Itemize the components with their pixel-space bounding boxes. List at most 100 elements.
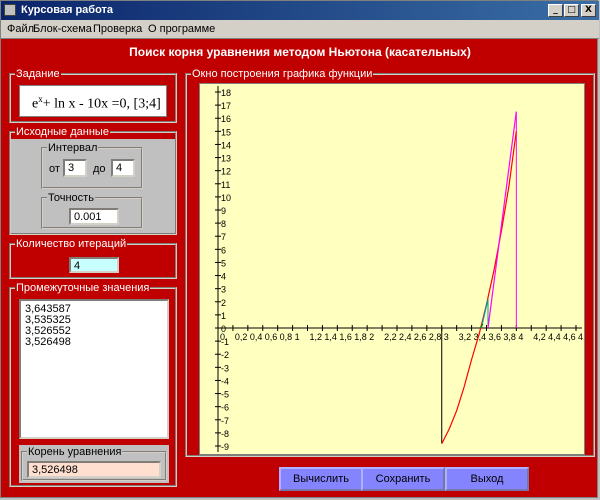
x-tick-label: 1,4	[324, 332, 337, 342]
intermediate-group: Промежуточные значения 3,643587 3,535325…	[9, 282, 177, 487]
x-tick-label: 1	[295, 332, 300, 342]
x-tick-label: 3,8	[503, 332, 516, 342]
x-tick-label: 2,6	[414, 332, 427, 342]
interval-caption: Интервал	[47, 142, 99, 154]
precision-input[interactable]: 0.001	[69, 208, 119, 225]
x-tick-label: 3,4	[474, 332, 487, 342]
y-tick-label: 17	[221, 101, 231, 111]
x-tick-label: 4,8	[578, 332, 585, 342]
x-tick-label: 0,8	[280, 332, 293, 342]
y-tick-label: -4	[221, 376, 229, 386]
x-tick-label: 0	[220, 332, 225, 342]
menu-file[interactable]: Файл	[7, 23, 35, 35]
equation-box: ex+ ln x - 10x =0, [3;4]	[19, 85, 167, 117]
y-tick-label: 15	[221, 127, 231, 137]
x-tick-label: 2,2	[384, 332, 397, 342]
graph-caption: Окно построения графика функции	[191, 68, 374, 80]
y-tick-label: 11	[221, 180, 230, 190]
x-tick-label: 1,8	[354, 332, 367, 342]
minimize-button[interactable]: _	[548, 4, 563, 17]
input-panel: Интервал от 3 до 4 Точность 0.001	[11, 139, 175, 233]
y-tick-label: 9	[221, 206, 226, 216]
list-item[interactable]: 3,526498	[25, 336, 71, 348]
y-tick-label: 6	[221, 245, 226, 255]
to-input[interactable]: 4	[111, 159, 135, 177]
iterations-group: Количество итераций 4	[9, 238, 177, 279]
save-button[interactable]: Сохранить	[361, 467, 445, 491]
y-tick-label: 3	[221, 285, 226, 295]
x-tick-label: 2,4	[399, 332, 412, 342]
y-tick-label: -8	[221, 429, 229, 439]
tangent-line	[487, 111, 517, 329]
menu-check[interactable]: Проверка	[93, 23, 143, 35]
y-tick-label: -2	[221, 350, 229, 360]
intermediate-caption: Промежуточные значения	[15, 282, 151, 294]
x-tick-label: 2,8	[429, 332, 442, 342]
root-caption: Корень уравнения	[27, 446, 123, 458]
from-label: от	[49, 163, 60, 175]
list-item[interactable]: 3,535325	[25, 314, 71, 326]
y-tick-label: 13	[221, 154, 231, 164]
x-tick-label: 4	[518, 332, 523, 342]
page-title: Поиск корня уравнения методом Ньютона (к…	[129, 45, 471, 59]
y-tick-label: 8	[221, 219, 226, 229]
window-title: Курсовая работа	[21, 4, 114, 16]
title-bar: Курсовая работа _ □ X	[1, 1, 599, 20]
x-tick-label: 4,4	[548, 332, 561, 342]
y-tick-label: -3	[221, 363, 229, 373]
x-tick-label: 0,2	[235, 332, 248, 342]
x-tick-label: 3,2	[459, 332, 472, 342]
equation-text: ex+ ln x - 10x =0, [3;4]	[32, 94, 161, 112]
y-tick-label: 4	[221, 272, 226, 282]
interval-group: Интервал от 3 до 4	[41, 142, 143, 189]
tangent-line	[479, 323, 484, 329]
iterations-field: 4	[69, 257, 119, 273]
x-tick-label: 0,6	[265, 332, 278, 342]
y-tick-label: -1	[221, 337, 229, 347]
y-tick-label: 1	[221, 311, 226, 321]
y-tick-label: -9	[221, 442, 229, 452]
task-caption: Задание	[15, 68, 61, 80]
menu-flowchart[interactable]: Блок-схема	[33, 23, 92, 35]
root-field: 3,526498	[27, 461, 161, 478]
list-item[interactable]: 3,526552	[25, 325, 71, 337]
to-label: до	[93, 163, 106, 175]
y-tick-label: 18	[221, 88, 231, 98]
root-panel: Корень уравнения 3,526498	[19, 445, 169, 483]
x-tick-label: 3	[444, 332, 449, 342]
y-tick-label: 7	[221, 232, 226, 242]
function-chart: 1817161514131211109876543210-1-2-3-4-5-6…	[199, 83, 585, 455]
y-tick-label: 12	[221, 167, 231, 177]
compute-button[interactable]: Вычислить	[279, 467, 363, 491]
menu-about[interactable]: О программе	[148, 23, 216, 35]
y-tick-label: -7	[221, 416, 229, 426]
input-group: Исходные данные Интервал от 3 до 4 Точно…	[9, 126, 177, 235]
x-tick-label: 3,6	[489, 332, 502, 342]
exit-button[interactable]: Выход	[445, 467, 529, 491]
graph-group: Окно построения графика функции 18 17 16 15…	[185, 68, 595, 457]
y-tick-label: 5	[221, 258, 226, 268]
x-tick-label: 1,6	[339, 332, 352, 342]
input-caption: Исходные данные	[15, 126, 110, 138]
close-button[interactable]: X	[581, 4, 596, 17]
y-tick-label: 2	[221, 298, 226, 308]
x-tick-label: 2	[369, 332, 374, 342]
menu-bar: Файл Блок-схема Проверка О программе	[1, 20, 599, 39]
from-input[interactable]: 3	[63, 159, 87, 177]
y-tick-label: 14	[221, 140, 231, 150]
y-tick-label: -5	[221, 390, 229, 400]
y-tick-label: 0	[221, 324, 226, 334]
x-tick-label: 4,6	[563, 332, 576, 342]
maximize-button[interactable]: □	[564, 4, 579, 17]
root-group: Корень уравнения 3,526498	[21, 446, 167, 481]
x-tick-label: 1,2	[310, 332, 323, 342]
list-item[interactable]: 3,643587	[25, 303, 71, 315]
y-tick-label: 16	[221, 114, 231, 124]
tangent-line	[480, 299, 489, 329]
function-curve	[441, 131, 517, 444]
precision-caption: Точность	[47, 192, 95, 204]
intermediate-list[interactable]: 3,643587 3,535325 3,526552 3,526498	[19, 299, 169, 439]
y-tick-label: 10	[221, 193, 231, 203]
x-tick-label: 0,4	[250, 332, 263, 342]
